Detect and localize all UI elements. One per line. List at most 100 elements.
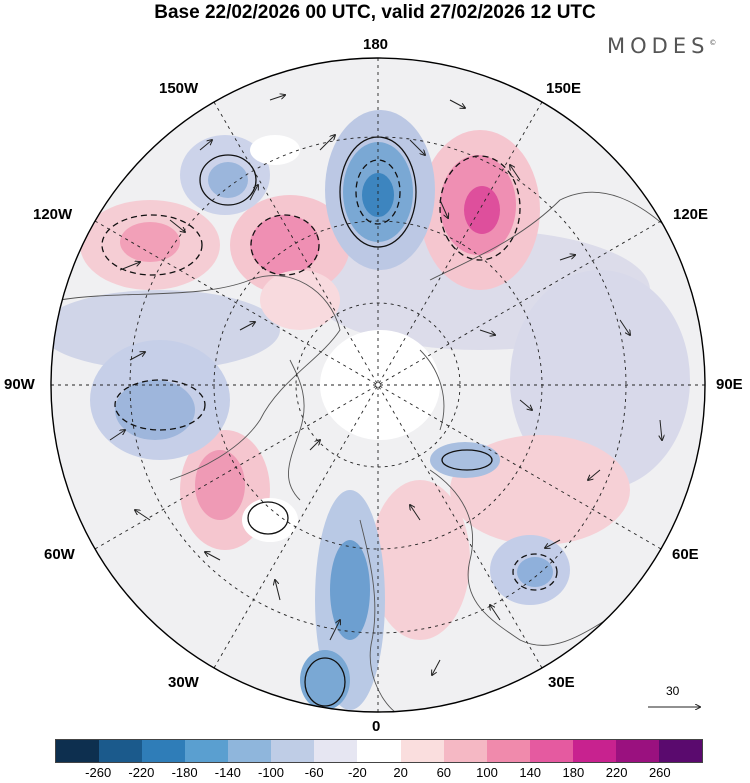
colorbar-swatch — [228, 740, 272, 762]
reference-vector-label: 30 — [666, 684, 680, 698]
colorbar-tick-label: 260 — [648, 765, 671, 780]
anomaly-blob — [510, 270, 690, 490]
colorbar-tick-label: 140 — [519, 765, 542, 780]
colorbar-tick-label: -180 — [171, 765, 198, 780]
longitude-label-180: 180 — [363, 36, 389, 53]
longitude-label-30w: 30W — [168, 674, 199, 691]
contour — [441, 449, 493, 471]
longitude-label-60w: 60W — [44, 546, 75, 563]
colorbar-swatch — [400, 740, 444, 762]
colorbar-swatch — [142, 740, 186, 762]
colorbar-swatch — [486, 740, 530, 762]
wind-arrow — [439, 199, 448, 218]
wind-arrow — [205, 552, 221, 561]
colorbar-swatch — [658, 740, 702, 762]
colorbar-tick-label: 220 — [605, 765, 628, 780]
contour — [439, 155, 521, 261]
contour — [247, 501, 289, 535]
wind-arrow — [119, 262, 140, 271]
wind-arrow — [319, 135, 335, 151]
wind-arrow — [449, 99, 465, 108]
wind-arrow — [545, 539, 561, 548]
wind-arrow — [239, 322, 255, 331]
colorbar-tick-label: -140 — [214, 765, 241, 780]
anomaly-low — [517, 557, 553, 587]
anomaly-low — [208, 162, 248, 198]
colorbar-tick-label: -60 — [304, 765, 324, 780]
colorbar-tick-label: -260 — [85, 765, 112, 780]
anomaly-high — [370, 480, 470, 640]
colorbar-tick-label: 20 — [393, 765, 408, 780]
wind-arrow — [409, 139, 425, 155]
contour — [199, 154, 257, 206]
colorbar-swatch — [357, 740, 401, 762]
anomaly-low — [362, 173, 394, 217]
colorbar-tick-label: -220 — [128, 765, 155, 780]
contour — [101, 214, 203, 276]
brand-logo: MODES© — [607, 34, 716, 58]
colorbar-swatch — [443, 740, 487, 762]
colorbar-swatch — [185, 740, 229, 762]
anomaly-high — [250, 215, 320, 275]
anomaly-low — [115, 380, 195, 440]
wind-arrow — [519, 399, 532, 410]
anomaly-high — [260, 270, 340, 330]
wind-arrow — [559, 255, 575, 261]
longitude-label-150e: 150E — [546, 80, 582, 97]
colorbar-swatch — [314, 740, 358, 762]
longitude-label-90w: 90W — [4, 376, 35, 393]
coastline — [429, 191, 681, 281]
coastlines — [59, 191, 681, 712]
neutral-area — [250, 135, 300, 165]
wind-arrow — [269, 95, 285, 101]
contour — [250, 214, 320, 276]
anomaly-low — [430, 442, 500, 478]
map-boundary — [50, 57, 706, 713]
coastline — [429, 469, 641, 646]
contour — [114, 379, 206, 431]
colorbar — [55, 739, 703, 763]
wind-arrow — [199, 140, 212, 151]
wind-arrow — [109, 430, 125, 441]
wind-arrow — [410, 505, 421, 521]
copyright-mark: © — [709, 39, 717, 47]
colorbar-tick-label: 100 — [476, 765, 498, 780]
wind-arrow — [588, 469, 601, 480]
wind-arrow — [129, 352, 145, 361]
coastline — [419, 349, 445, 431]
anomaly-low — [330, 540, 370, 640]
graticule — [51, 58, 705, 712]
colorbar-tick-label: -20 — [347, 765, 367, 780]
contour — [304, 657, 346, 707]
wind-arrow — [619, 319, 630, 335]
wind-arrow — [432, 659, 441, 675]
contour — [355, 159, 401, 225]
coastline — [359, 519, 396, 712]
anomaly-blob — [51, 290, 280, 370]
wind-arrow — [249, 185, 258, 201]
anomaly-high — [195, 450, 245, 520]
contour — [512, 553, 558, 591]
neutral-area — [242, 498, 298, 542]
anomaly-high — [464, 186, 500, 234]
longitude-label-30e: 30E — [548, 674, 575, 691]
colorbar-tick-label: -100 — [257, 765, 285, 780]
anomaly-low — [300, 650, 350, 710]
wind-arrow — [490, 605, 501, 621]
longitude-label-90e: 90E — [716, 376, 743, 393]
coastline — [288, 359, 305, 501]
colorbar-swatch — [615, 740, 659, 762]
wind-arrow — [510, 165, 521, 181]
coastline — [59, 275, 341, 481]
map-title: Base 22/02/2026 00 UTC, valid 27/02/2026… — [154, 2, 596, 23]
colorbar-swatch — [99, 740, 143, 762]
colorbar-swatch — [572, 740, 616, 762]
wind-arrow — [329, 620, 340, 641]
longitude-label-120e: 120E — [673, 206, 709, 223]
anomaly-high — [120, 222, 180, 262]
colorbar-ticks: -260 -220 -180 -140 -100 -60 -20 20 60 100 140 180 2… — [0, 765, 750, 783]
wind-arrow — [309, 440, 320, 451]
brand-text: MODES — [607, 34, 710, 58]
wind-vectors — [109, 95, 662, 675]
